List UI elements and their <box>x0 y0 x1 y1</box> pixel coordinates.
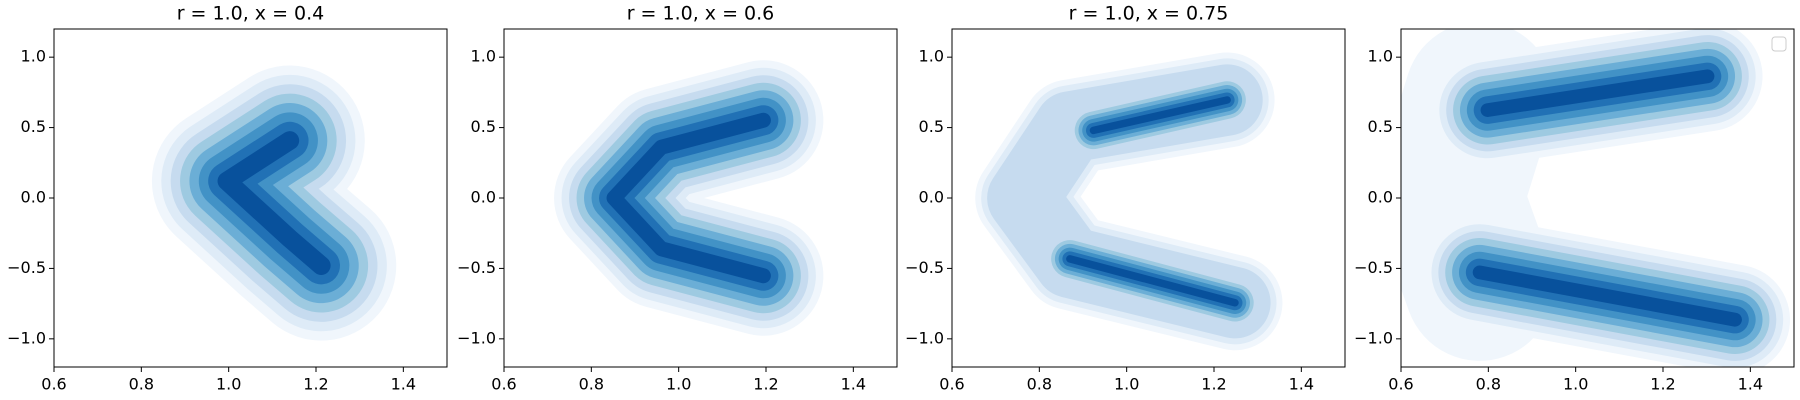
y-tick-label: −0.5 <box>905 258 944 277</box>
panel: 0.6 0.8 1.0 1.2 1.4 −1.0 −0.5 0.0 0.5 1.0 r = 1.0,… <box>905 3 1346 394</box>
y-tick-label: 0.0 <box>1368 188 1393 207</box>
y-tick-label: −1.0 <box>905 328 944 347</box>
legend-box <box>1771 36 1787 52</box>
density <box>1401 29 1791 367</box>
y-tick-label: −1.0 <box>457 328 496 347</box>
x-tick-label: 1.0 <box>1563 375 1588 394</box>
density <box>151 65 397 341</box>
x-tick-label: 1.4 <box>391 375 416 394</box>
x-tick-label: 1.4 <box>1289 375 1314 394</box>
x-tick-label: 0.6 <box>939 375 964 394</box>
x-tick-label: 0.8 <box>1476 375 1501 394</box>
y-tick-label: 1.0 <box>1368 47 1393 66</box>
x-tick-label: 0.6 <box>41 375 66 394</box>
y-tick-label: 0.5 <box>471 117 496 136</box>
density-contour <box>606 112 771 284</box>
density-contour <box>217 131 331 275</box>
x-tick-label: 0.6 <box>1388 375 1413 394</box>
density-contour <box>1480 69 1715 117</box>
panel: 0.6 0.8 1.0 1.2 1.4 −1.0 −0.5 0.0 0.5 1.0 r = 1.0,… <box>7 3 448 394</box>
x-tick-label: 1.4 <box>841 375 866 394</box>
y-tick-label: 1.0 <box>919 47 944 66</box>
x-tick-label: 1.2 <box>303 375 328 394</box>
panel: 0.6 0.8 1.0 1.2 1.4 −1.0 −0.5 0.0 0.5 1.0 r = 1.0,… <box>457 3 898 394</box>
x-tick-label: 0.6 <box>491 375 516 394</box>
x-tick-label: 1.0 <box>216 375 241 394</box>
y-tick-label: 0.0 <box>919 188 944 207</box>
density <box>554 60 824 336</box>
y-tick-label: 0.5 <box>919 117 944 136</box>
y-tick-label: 0.0 <box>21 188 46 207</box>
y-tick-label: 0.5 <box>21 117 46 136</box>
y-tick-label: −0.5 <box>7 258 46 277</box>
x-tick-label: 1.0 <box>666 375 691 394</box>
density-contour <box>1472 265 1742 327</box>
density-contour <box>1066 255 1239 307</box>
y-tick-label: −1.0 <box>7 328 46 347</box>
y-tick-label: −0.5 <box>457 258 496 277</box>
y-tick-label: 1.0 <box>21 47 46 66</box>
y-tick-label: 0.0 <box>471 188 496 207</box>
x-tick-label: 0.8 <box>579 375 604 394</box>
x-tick-label: 1.2 <box>1650 375 1675 394</box>
x-tick-label: 0.8 <box>1027 375 1052 394</box>
x-tick-label: 1.2 <box>1201 375 1226 394</box>
density <box>975 52 1283 351</box>
panel-title: r = 1.0, x = 0.4 <box>177 3 325 25</box>
x-tick-label: 1.4 <box>1738 375 1763 394</box>
panel-title: r = 1.0, x = 0.6 <box>627 3 775 25</box>
x-tick-label: 0.8 <box>129 375 154 394</box>
panel-title: r = 1.0, x = 0.75 <box>1069 3 1229 25</box>
y-tick-label: −1.0 <box>1354 328 1393 347</box>
y-tick-label: 0.5 <box>1368 117 1393 136</box>
y-tick-label: −0.5 <box>1354 258 1393 277</box>
x-tick-label: 1.0 <box>1114 375 1139 394</box>
panel: 0.6 0.8 1.0 1.2 1.4 −1.0 −0.5 0.0 0.5 1.0 <box>1354 28 1795 394</box>
x-tick-label: 1.2 <box>753 375 778 394</box>
density-contour <box>1089 96 1231 135</box>
y-tick-label: 1.0 <box>471 47 496 66</box>
